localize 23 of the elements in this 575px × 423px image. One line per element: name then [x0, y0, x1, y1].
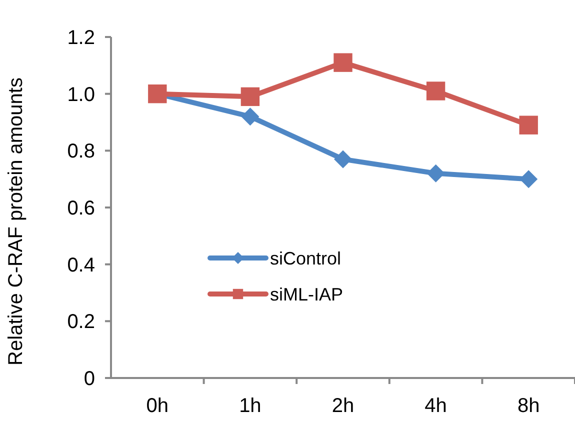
y-tick-label: 0.6 — [67, 198, 95, 220]
x-tick-label: 1h — [239, 395, 262, 417]
legend-label: siControl — [270, 248, 342, 268]
point — [426, 82, 446, 100]
y-axis-title: Relative C-RAF protein amounts — [5, 78, 27, 366]
y-tick-label: 1.0 — [67, 84, 95, 106]
y-tick-label: 0.4 — [67, 254, 95, 276]
y-tick-label: 0.2 — [67, 311, 95, 334]
point — [241, 108, 260, 126]
x-tick-label: 8h — [517, 395, 540, 417]
y-tick-label: 1.2 — [67, 27, 95, 49]
y-tick-label: 0 — [84, 368, 95, 390]
y-tick-label: 0.8 — [67, 140, 95, 163]
x-tick-label: 2h — [332, 395, 354, 417]
x-tick-label: 4h — [424, 395, 447, 417]
point — [519, 116, 538, 134]
point — [334, 53, 352, 72]
point — [334, 150, 352, 168]
point — [520, 170, 538, 188]
point — [240, 87, 260, 106]
x-tick-label: 0h — [146, 395, 169, 417]
point — [426, 164, 445, 182]
legend-label: siML-IAP — [270, 284, 344, 304]
